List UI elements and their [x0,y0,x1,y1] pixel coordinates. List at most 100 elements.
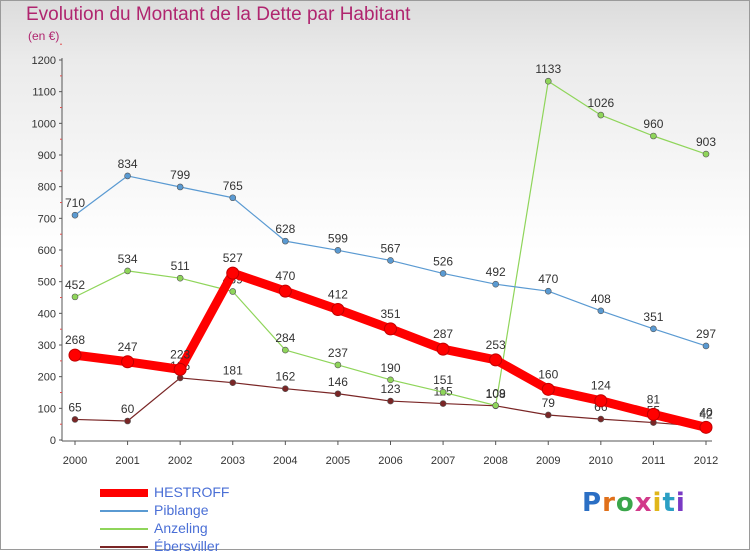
data-point [68,348,82,362]
data-point [176,274,184,282]
y-tick-label: 800 [38,182,56,194]
data-label: 960 [643,117,663,131]
data-label: 297 [696,327,716,341]
data-label: 351 [643,310,663,324]
data-point [646,407,660,421]
data-point [439,400,447,407]
legend-swatch [100,510,148,512]
data-point [334,390,342,398]
data-label: 109 [486,386,506,400]
unit-label: (en €) [28,29,60,43]
data-point [173,362,187,376]
data-label: 1026 [587,96,614,110]
data-label: 284 [275,331,295,345]
data-point [544,287,552,295]
data-point [650,132,657,140]
logo-letter: t [662,488,676,518]
data-point [597,111,605,119]
data-label: 408 [591,292,611,306]
data-point [229,379,237,386]
data-point [594,394,608,408]
data-point [334,361,342,369]
data-point [226,266,240,280]
data-point [492,280,499,288]
data-label: 351 [380,307,400,321]
data-point [597,307,605,315]
logo-letter: i [652,488,663,518]
data-label: 526 [433,254,453,268]
legend-swatch [100,546,148,548]
x-tick-label: 2003 [221,455,245,467]
data-point [387,397,394,405]
data-point [387,376,394,384]
data-label: 65 [68,400,82,414]
data-label: 181 [223,364,243,378]
data-point [121,355,135,369]
data-point [124,417,131,425]
data-label: 79 [542,396,556,410]
data-label: 492 [486,265,506,279]
y-tick-label: 100 [38,403,56,415]
data-label: 567 [380,241,400,255]
data-point [71,211,79,219]
logo-letter: x [634,488,653,518]
x-tick-label: 2011 [642,455,666,467]
data-point [282,346,289,354]
data-label: 534 [118,252,138,266]
data-point [489,353,503,367]
y-tick-label: 1000 [32,118,56,130]
data-point [492,402,499,409]
y-tick-label: 600 [38,245,56,257]
x-tick-label: 2010 [589,455,613,467]
data-label: 1133 [535,62,561,76]
data-label: 511 [171,259,190,273]
data-label: 710 [65,196,85,210]
data-point [702,342,710,350]
y-tick-label: 400 [38,308,56,320]
data-point [702,150,710,158]
x-tick-label: 2004 [273,455,297,467]
data-label: 60 [121,402,135,416]
data-point [229,194,237,202]
logo-letter: P [582,488,603,518]
data-point [176,183,184,191]
x-tick-label: 2000 [63,455,87,467]
y-tick-label: 200 [38,372,56,384]
data-label: 287 [433,327,453,341]
data-label: 151 [433,373,453,387]
data-point [699,420,713,434]
data-point [387,257,394,264]
data-point [544,411,552,419]
y-tick-label: 0 [50,435,56,447]
legend-swatch [100,528,148,530]
y-tick-label: 700 [38,213,56,225]
data-point [384,322,397,336]
x-tick-label: 2002 [168,455,192,467]
y-tick-label: 500 [38,277,56,289]
data-label: 223 [170,347,190,361]
data-label: 799 [170,168,190,182]
data-label: 253 [486,338,506,352]
data-label: 237 [328,346,348,360]
data-point [439,388,447,396]
data-label: 42 [699,408,713,422]
y-tick-label: 300 [38,340,56,352]
y-tick-label: 1100 [32,87,56,99]
data-label: 834 [118,157,138,171]
chart-title: Evolution du Montant de la Dette par Hab… [26,4,411,25]
data-label: 146 [328,375,348,389]
data-label: 452 [65,278,85,292]
x-tick-label: 2005 [326,455,350,467]
data-point [229,288,237,295]
data-point [334,247,342,254]
data-label: 247 [118,340,138,354]
legend-label: HESTROFF [154,484,230,500]
data-label: 599 [328,231,348,245]
data-label: 765 [223,179,243,193]
logo-letter: i [675,488,686,518]
legend-label: Ébersviller [154,538,220,554]
legend-label: Anzeling [154,520,208,536]
proxiti-logo: Proxiti [582,488,686,518]
